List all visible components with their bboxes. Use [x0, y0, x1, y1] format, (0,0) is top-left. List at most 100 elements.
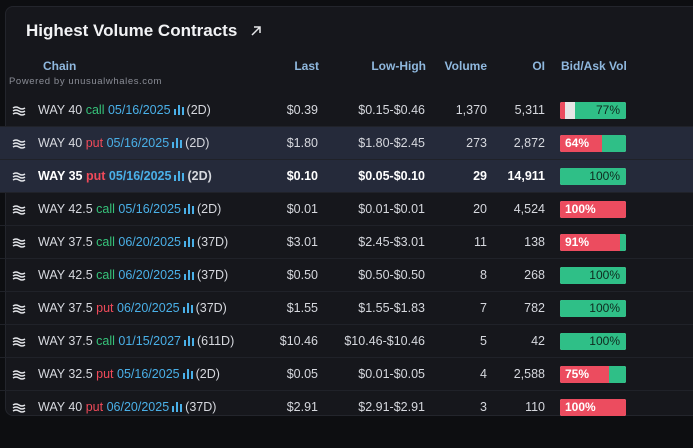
open-interest-value: 110: [525, 400, 545, 414]
table-row[interactable]: WAY 40 call 05/16/2025 (2D) $0.39 $0.15-$0.…: [0, 94, 693, 127]
option-type: put: [85, 400, 104, 414]
ticker: WAY 42.5: [38, 268, 93, 282]
table-row[interactable]: WAY 32.5 put 05/16/2025 (2D) $0.05 $0.01-$0…: [0, 358, 693, 391]
low-high-range: $1.55-$1.83: [358, 301, 425, 315]
ticker: WAY 40: [38, 136, 83, 150]
row-icon-cell: [0, 391, 38, 424]
low-high-range: $1.80-$2.45: [358, 136, 425, 150]
volume-value: 3: [480, 400, 487, 414]
table-row[interactable]: WAY 37.5 call 06/20/2025 (37D) $3.01 $2.45-…: [0, 226, 693, 259]
row-icon-cell: [0, 160, 38, 193]
chain-cell[interactable]: WAY 37.5 put 06/20/2025 (37D): [38, 292, 260, 325]
low-high-range: $2.45-$3.01: [358, 235, 425, 249]
table-row[interactable]: WAY 40 put 06/20/2025 (37D) $2.91 $2.91-$2.…: [0, 391, 693, 424]
bar-chart-icon[interactable]: [183, 236, 194, 247]
bid-ask-bar: 77%: [560, 101, 626, 119]
table-row[interactable]: WAY 42.5 call 05/16/2025 (2D) $0.01 $0.01-$…: [0, 193, 693, 226]
chain-cell[interactable]: WAY 42.5 call 06/20/2025 (37D): [38, 259, 260, 292]
volume-value: 4: [480, 367, 487, 381]
chain-cell[interactable]: WAY 40 put 06/20/2025 (37D): [38, 391, 260, 424]
table-row[interactable]: WAY 37.5 call 01/15/2027 (611D) $10.46 $10.…: [0, 325, 693, 358]
column-header-oi[interactable]: OI: [532, 59, 545, 73]
expiry-date: 06/20/2025: [117, 301, 180, 315]
days-to-expiry: (2D): [187, 169, 212, 183]
bid-ask-percent: 100%: [589, 168, 620, 183]
option-type: put: [85, 136, 104, 150]
ticker: WAY 35: [38, 169, 83, 183]
last-price: $1.80: [286, 136, 318, 150]
bar-chart-icon[interactable]: [173, 104, 184, 115]
bar-chart-icon[interactable]: [172, 137, 183, 148]
bid-ask-bar: 64%: [560, 134, 626, 152]
table-row[interactable]: WAY 37.5 put 06/20/2025 (37D) $1.55 $1.55-$…: [0, 292, 693, 325]
bid-ask-bar: 100%: [560, 299, 626, 317]
column-header-bid-ask-vol[interactable]: Bid/Ask Vol: [561, 59, 627, 73]
panel-title: Highest Volume Contracts: [26, 21, 238, 40]
bid-ask-percent: 64%: [565, 135, 590, 150]
bar-chart-icon[interactable]: [182, 368, 193, 379]
last-price: $0.50: [286, 268, 318, 282]
column-header-chain[interactable]: Chain: [43, 59, 77, 73]
bid-ask-cell: 100%: [545, 391, 693, 424]
waves-icon: [12, 370, 26, 380]
chain-cell[interactable]: WAY 40 put 05/16/2025 (2D): [38, 127, 260, 160]
ask-segment: [620, 233, 626, 251]
open-interest-value: 14,911: [507, 169, 545, 183]
low-high-range: $0.15-$0.46: [358, 103, 425, 117]
bid-ask-cell: 100%: [545, 325, 693, 358]
option-type: call: [96, 268, 115, 282]
open-interest-value: 2,872: [513, 136, 545, 150]
column-header-volume[interactable]: Volume: [444, 59, 487, 73]
low-high-range: $0.01-$0.05: [358, 367, 425, 381]
bar-chart-icon[interactable]: [172, 401, 183, 412]
table-row[interactable]: WAY 35 put 05/16/2025 (2D) $0.10 $0.05-$0.1…: [0, 159, 693, 193]
column-header-low-high[interactable]: Low-High: [371, 59, 426, 73]
bid-ask-cell: 100%: [545, 259, 693, 292]
table-row[interactable]: WAY 42.5 call 06/20/2025 (37D) $0.50 $0.50-…: [0, 259, 693, 292]
bid-ask-percent: 100%: [565, 201, 596, 216]
open-interest-value: 4,524: [513, 202, 545, 216]
bar-chart-icon[interactable]: [183, 203, 194, 214]
bid-segment: [560, 101, 565, 119]
last-price: $10.46: [279, 334, 318, 348]
expiry-date: 05/16/2025: [118, 202, 181, 216]
bid-segment: [560, 398, 626, 416]
open-interest-value: 2,588: [513, 367, 545, 381]
ask-segment: [560, 299, 626, 317]
ask-segment: [560, 167, 626, 185]
bar-chart-icon[interactable]: [183, 335, 194, 346]
expiry-date: 06/20/2025: [106, 400, 170, 414]
table-row[interactable]: WAY 40 put 05/16/2025 (2D) $1.80 $1.80-$2.4…: [0, 126, 693, 160]
last-price: $0.39: [286, 103, 318, 117]
chain-cell[interactable]: WAY 35 put 05/16/2025 (2D): [38, 160, 260, 193]
row-icon-cell: [0, 358, 38, 391]
chain-cell[interactable]: WAY 37.5 call 01/15/2027 (611D): [38, 325, 260, 358]
chain-cell[interactable]: WAY 40 call 05/16/2025 (2D): [38, 94, 260, 127]
days-to-expiry: (2D): [185, 136, 210, 150]
open-interest-value: 782: [524, 301, 545, 315]
last-price: $1.55: [286, 301, 318, 315]
bid-ask-percent: 100%: [589, 267, 620, 282]
low-high-range: $10.46-$10.46: [344, 334, 425, 348]
row-icon-cell: [0, 226, 38, 259]
bar-chart-icon[interactable]: [174, 170, 185, 181]
chain-cell[interactable]: WAY 37.5 call 06/20/2025 (37D): [38, 226, 260, 259]
option-type: call: [85, 103, 105, 117]
open-interest-value: 42: [531, 334, 545, 348]
days-to-expiry: (611D): [196, 334, 235, 348]
bar-chart-icon[interactable]: [182, 302, 193, 313]
days-to-expiry: (37D): [196, 235, 229, 249]
ask-segment: [602, 134, 626, 152]
external-link-arrow-icon[interactable]: [249, 24, 263, 38]
chain-cell[interactable]: WAY 42.5 call 05/16/2025 (2D): [38, 193, 260, 226]
low-high-range: $0.05-$0.10: [358, 169, 425, 183]
row-icon-cell: [0, 325, 38, 358]
bar-chart-icon[interactable]: [183, 269, 194, 280]
chain-cell[interactable]: WAY 32.5 put 05/16/2025 (2D): [38, 358, 260, 391]
ask-segment: [560, 332, 626, 350]
column-header-last[interactable]: Last: [294, 59, 319, 73]
bid-ask-bar: 100%: [560, 200, 626, 218]
bid-ask-cell: 77%: [545, 94, 693, 127]
bid-ask-percent: 75%: [565, 366, 590, 381]
last-price: $0.10: [286, 169, 318, 183]
